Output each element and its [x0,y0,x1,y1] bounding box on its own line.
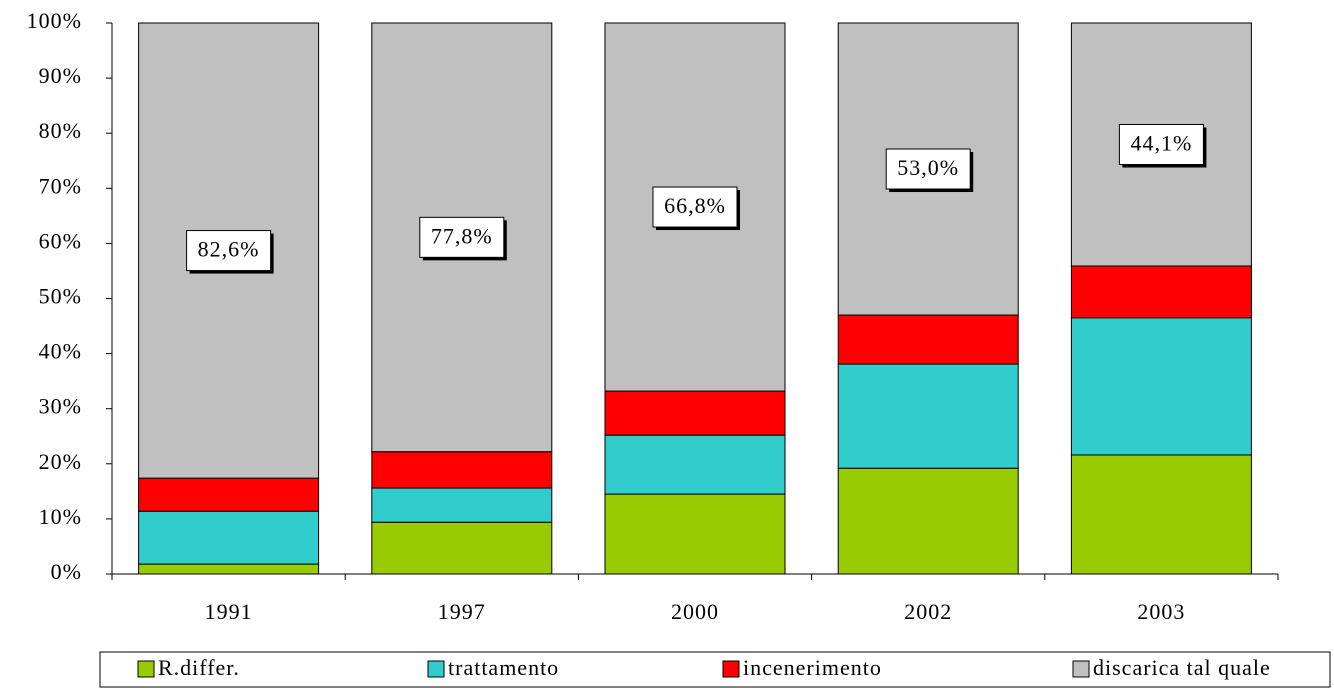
y-tick-label: 0% [51,559,82,584]
y-tick-label: 70% [39,173,82,198]
y-tick-label: 100% [27,8,82,33]
y-tick-label: 60% [39,228,82,253]
bar-segment [604,434,786,495]
bar-segment [604,493,786,575]
x-tick-label: 1997 [438,599,486,624]
bar-segment [1070,454,1252,575]
legend-box [99,651,1331,688]
label-box [1118,123,1204,165]
x-tick-label: 1991 [205,599,253,624]
label-box [419,216,505,258]
label-box [652,186,738,228]
legend-label: R.differ. [158,655,240,680]
data-label: 44,1% [1130,131,1192,156]
bar-segment [604,390,786,436]
x-tick-label: 2002 [904,599,952,624]
bar-segment [837,467,1019,575]
label-box [186,230,272,272]
label-box [885,148,971,190]
x-tick-label: 2003 [1137,599,1185,624]
bar-segment [371,521,553,575]
legend-label: incenerimento [743,655,882,680]
bar-segment [138,477,320,512]
y-tick-label: 80% [39,118,82,143]
bar-segment [371,487,553,523]
y-tick-label: 20% [39,449,82,474]
legend-swatch [137,660,155,678]
legend-swatch [722,660,740,678]
bar-segment [1070,317,1252,456]
bar-segment [837,314,1019,365]
bar-segment [138,510,320,565]
data-label: 53,0% [897,155,959,180]
legend-swatch [1072,660,1090,678]
legend-swatch [427,660,445,678]
y-tick-label: 30% [39,394,82,419]
bar-segment [837,363,1019,469]
bar-segment [371,451,553,489]
legend-label: discarica tal quale [1093,655,1271,680]
data-label: 77,8% [431,223,493,248]
y-tick-label: 10% [39,504,82,529]
data-label: 82,6% [198,237,260,262]
data-label: 66,8% [664,193,726,218]
bar-segment [1070,265,1252,319]
bar-segment [138,563,320,575]
y-tick-label: 40% [39,339,82,364]
legend-label: trattamento [448,655,559,680]
y-tick-label: 90% [39,63,82,88]
y-tick-label: 50% [39,284,82,309]
x-tick-label: 2000 [671,599,719,624]
